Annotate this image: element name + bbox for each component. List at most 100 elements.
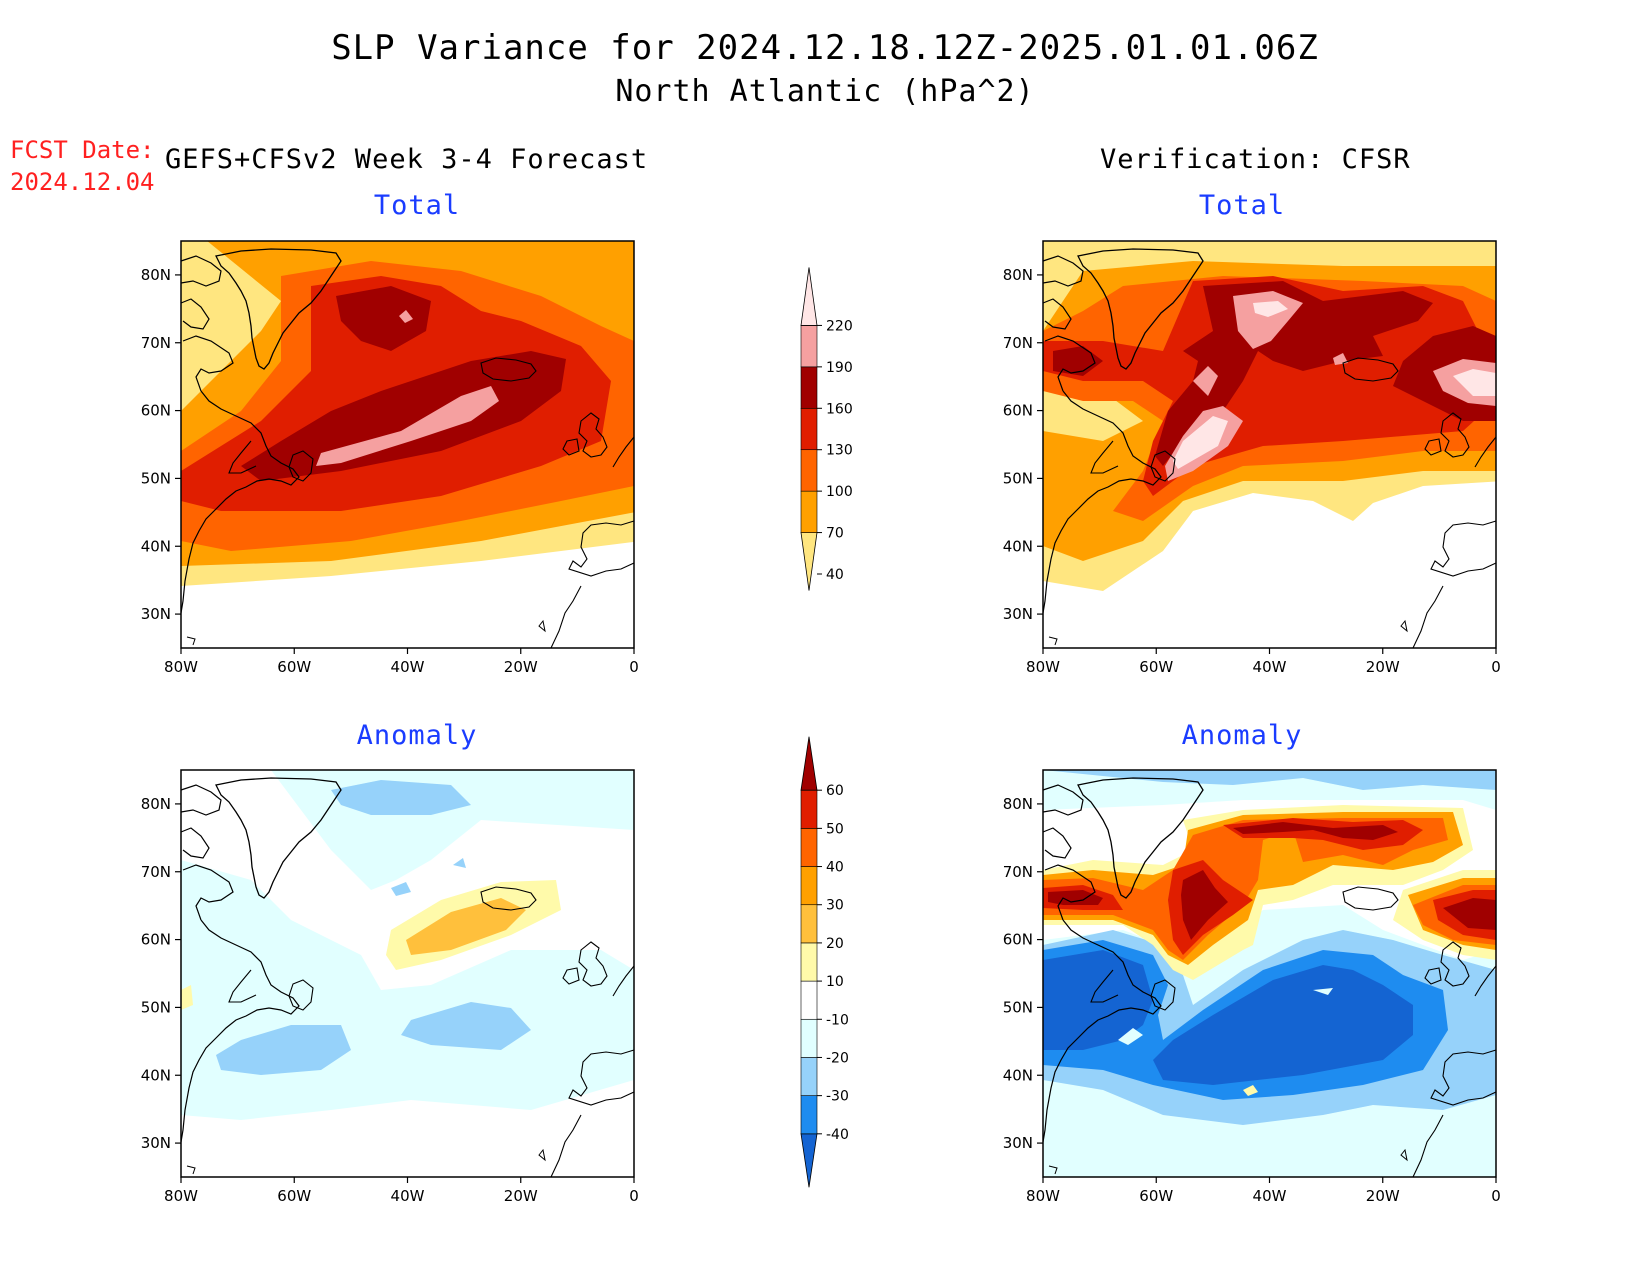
anomaly-colorbar: -40 -30 -20 -10 10 20 30 40 50 60 [800, 736, 849, 1188]
colorbar-tick-label: -30 [826, 1089, 849, 1105]
colorbar-segment [800, 366, 818, 409]
lat-tick-label: 60N [141, 402, 171, 420]
lat-tick-label: 80N [141, 795, 171, 813]
lon-tick-label: 0 [629, 1187, 639, 1205]
colorbar-tick-label: -40 [826, 1127, 849, 1143]
colorbar-tick-label: 220 [826, 318, 853, 334]
colorbar-segment [800, 407, 818, 451]
lon-tick-label: 40W [1253, 658, 1287, 676]
colorbar-tick-label: 60 [826, 783, 844, 799]
verification-column-heading: Verification: CFSR [1100, 144, 1411, 175]
verification-anomaly-map [1042, 769, 1497, 1178]
lon-tick-label: 40W [1253, 1187, 1287, 1205]
lat-tick-label: 50N [141, 469, 171, 487]
colorbar-tick-label: 100 [826, 484, 853, 500]
panel-axes-2: 80W 60W 40W 20W 0 30N 40N 50N 60N 70N 80N [141, 795, 639, 1205]
colorbar-tick-label: 160 [826, 401, 853, 417]
colorbar-segment [800, 980, 818, 1020]
colorbar-segment [800, 828, 818, 867]
panel-axes-3: 80W 60W 40W 20W 0 30N 40N 50N 60N 70N 80N [1003, 795, 1501, 1205]
lat-tick-label: 50N [141, 998, 171, 1016]
main-subtitle: North Atlantic (hPa^2) [615, 74, 1035, 109]
lat-tick-label: 40N [141, 1066, 171, 1084]
lat-tick-label: 40N [1003, 1066, 1033, 1084]
lat-tick-label: 30N [1003, 1134, 1033, 1152]
lat-tick-label: 80N [1003, 266, 1033, 284]
lon-tick-label: 60W [1139, 658, 1173, 676]
lat-tick-label: 70N [141, 863, 171, 881]
lat-tick-label: 80N [1003, 795, 1033, 813]
lat-tick-label: 60N [1003, 931, 1033, 949]
fcst-date-value: 2024.12.04 [10, 168, 155, 196]
lat-tick-label: 70N [1003, 334, 1033, 352]
lon-tick-label: 60W [277, 658, 311, 676]
colorbar-tick-label: 40 [826, 567, 844, 583]
forecast-anomaly-title: Anomaly [356, 720, 478, 751]
lat-tick-label: 70N [141, 334, 171, 352]
forecast-anomaly-map [180, 769, 635, 1178]
colorbar-segment [800, 1133, 818, 1188]
lat-tick-label: 30N [1003, 605, 1033, 623]
lon-tick-label: 20W [1366, 658, 1400, 676]
lon-tick-label: 80W [1026, 658, 1060, 676]
lat-tick-label: 40N [1003, 537, 1033, 555]
colorbar-segment [800, 904, 818, 944]
lat-tick-label: 60N [141, 931, 171, 949]
lon-tick-label: 40W [391, 1187, 425, 1205]
colorbar-tick-label: 10 [826, 974, 844, 990]
colorbar-tick-label: -10 [826, 1012, 849, 1028]
colorbar-segment [800, 789, 818, 829]
lat-tick-label: 50N [1003, 998, 1033, 1016]
colorbar-segment [800, 736, 818, 791]
colorbar-tick-label: 20 [826, 936, 844, 952]
lat-tick-label: 50N [1003, 469, 1033, 487]
lon-tick-label: 60W [277, 1187, 311, 1205]
colorbar-tick-label: 190 [826, 360, 853, 376]
lat-tick-label: 30N [141, 1134, 171, 1152]
colorbar-segment [800, 866, 818, 906]
colorbar-tick-label: 50 [826, 821, 844, 837]
verification-anomaly-title: Anomaly [1181, 720, 1303, 751]
colorbar-tick-label: 70 [826, 526, 844, 542]
colorbar-segment [800, 1057, 818, 1096]
lon-tick-label: 60W [1139, 1187, 1173, 1205]
lat-tick-label: 70N [1003, 863, 1033, 881]
colorbar-tick-label: 130 [826, 443, 853, 459]
lon-tick-label: 80W [164, 658, 198, 676]
colorbar-segment [800, 490, 818, 533]
forecast-total-title: Total [373, 190, 461, 221]
lat-tick-label: 60N [1003, 402, 1033, 420]
lon-tick-label: 20W [1366, 1187, 1400, 1205]
lon-tick-label: 0 [1491, 1187, 1501, 1205]
lon-tick-label: 40W [391, 658, 425, 676]
panel-axes-0: 80W 60W 40W 20W 0 30N 40N 50N 60N 70N 80N [141, 266, 639, 676]
lon-tick-label: 0 [629, 658, 639, 676]
colorbar-segment [800, 267, 818, 326]
colorbar-tick-label: 30 [826, 898, 844, 914]
total-colorbar: 70 100 130 160 190 220 40 [800, 267, 853, 591]
forecast-column-heading: GEFS+CFSv2 Week 3-4 Forecast [165, 144, 649, 175]
colorbar-segment [800, 449, 818, 492]
verification-total-title: Total [1198, 190, 1286, 221]
colorbar-segment [800, 942, 818, 982]
colorbar-segment [800, 325, 818, 368]
colorbar-segment [800, 532, 818, 591]
map-axes: 80W 60W 40W 20W 0 30N 40N 50N 60N 70N 80N 80W 60W 40W… [141, 266, 1501, 1205]
lat-tick-label: 40N [141, 537, 171, 555]
colorbar-segment [800, 1095, 818, 1135]
lon-tick-label: 0 [1491, 658, 1501, 676]
lat-tick-label: 80N [141, 266, 171, 284]
colorbar-segment [800, 1018, 818, 1058]
lat-tick-label: 30N [141, 605, 171, 623]
verification-total-map [1042, 240, 1497, 649]
lon-tick-label: 20W [504, 1187, 538, 1205]
lon-tick-label: 80W [164, 1187, 198, 1205]
colorbar-tick-label: 40 [826, 860, 844, 876]
forecast-total-map [180, 240, 635, 649]
panel-axes-1: 80W 60W 40W 20W 0 30N 40N 50N 60N 70N 80N [1003, 266, 1501, 676]
colorbar-tick-label: -20 [826, 1050, 849, 1066]
lon-tick-label: 80W [1026, 1187, 1060, 1205]
lon-tick-label: 20W [504, 658, 538, 676]
fcst-date-label: FCST Date: [10, 136, 155, 164]
